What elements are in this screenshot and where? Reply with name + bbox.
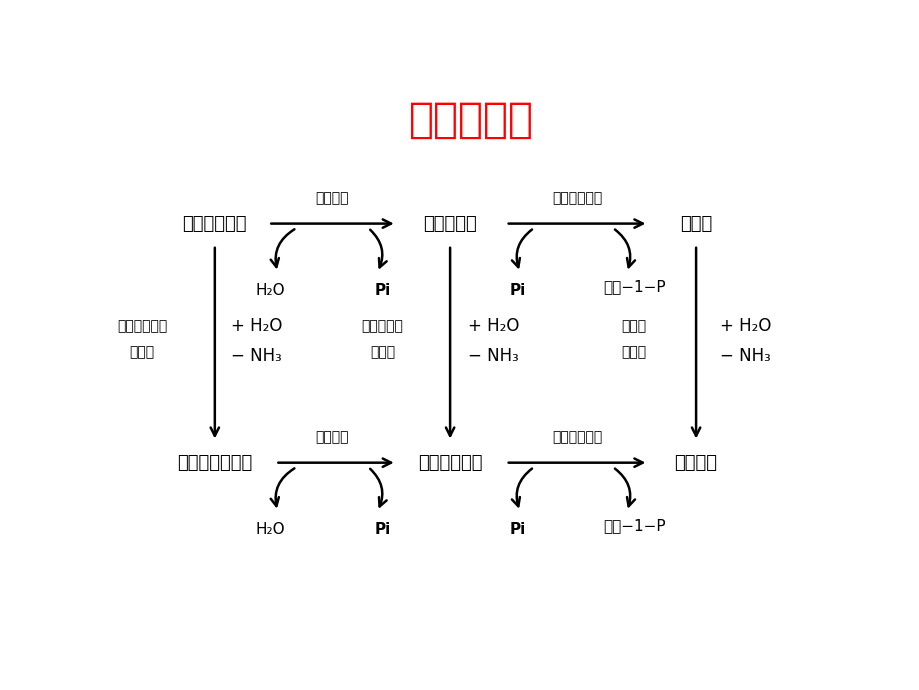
Text: 脱氨酶: 脱氨酶 bbox=[130, 346, 154, 359]
Text: 腺嘌呤核苷: 腺嘌呤核苷 bbox=[423, 215, 476, 233]
Text: Pi: Pi bbox=[509, 282, 526, 297]
Text: 脱氨酶: 脱氨酶 bbox=[369, 346, 394, 359]
Text: 核糖−1−P: 核糖−1−P bbox=[602, 518, 664, 533]
Text: 次黄嘌呤核苷: 次黄嘌呤核苷 bbox=[417, 454, 482, 472]
Text: − NH₃: − NH₃ bbox=[231, 348, 281, 366]
Text: 核苷磷酸化酶: 核苷磷酸化酶 bbox=[551, 191, 602, 205]
Text: 碱基的脱氨: 碱基的脱氨 bbox=[409, 99, 533, 141]
Text: H₂O: H₂O bbox=[255, 282, 285, 297]
Text: 次黄嘌呤核苷酸: 次黄嘌呤核苷酸 bbox=[177, 454, 252, 472]
Text: 核糖−1−P: 核糖−1−P bbox=[602, 279, 664, 294]
Text: + H₂O: + H₂O bbox=[468, 317, 518, 335]
Text: 次黄嘌呤: 次黄嘌呤 bbox=[674, 454, 717, 472]
Text: − NH₃: − NH₃ bbox=[468, 348, 518, 366]
Text: + H₂O: + H₂O bbox=[719, 317, 770, 335]
Text: H₂O: H₂O bbox=[255, 522, 285, 537]
Text: Pi: Pi bbox=[509, 522, 526, 537]
Text: + H₂O: + H₂O bbox=[231, 317, 281, 335]
Text: 核苷磷酸化酶: 核苷磷酸化酶 bbox=[551, 430, 602, 444]
Text: 腺嘌呤: 腺嘌呤 bbox=[679, 215, 711, 233]
Text: 脱氨酶: 脱氨酶 bbox=[621, 346, 646, 359]
Text: 核苷酸酶: 核苷酸酶 bbox=[315, 191, 349, 205]
Text: 腺嘌呤核苷酸: 腺嘌呤核苷酸 bbox=[182, 215, 247, 233]
Text: 核苷酸酶: 核苷酸酶 bbox=[315, 430, 349, 444]
Text: Pi: Pi bbox=[374, 522, 390, 537]
Text: 腺嘌呤核苷酸: 腺嘌呤核苷酸 bbox=[117, 319, 167, 333]
Text: Pi: Pi bbox=[374, 282, 390, 297]
Text: 腺嘌呤: 腺嘌呤 bbox=[621, 319, 646, 333]
Text: − NH₃: − NH₃ bbox=[719, 348, 769, 366]
Text: 腺嘌呤核苷: 腺嘌呤核苷 bbox=[361, 319, 403, 333]
